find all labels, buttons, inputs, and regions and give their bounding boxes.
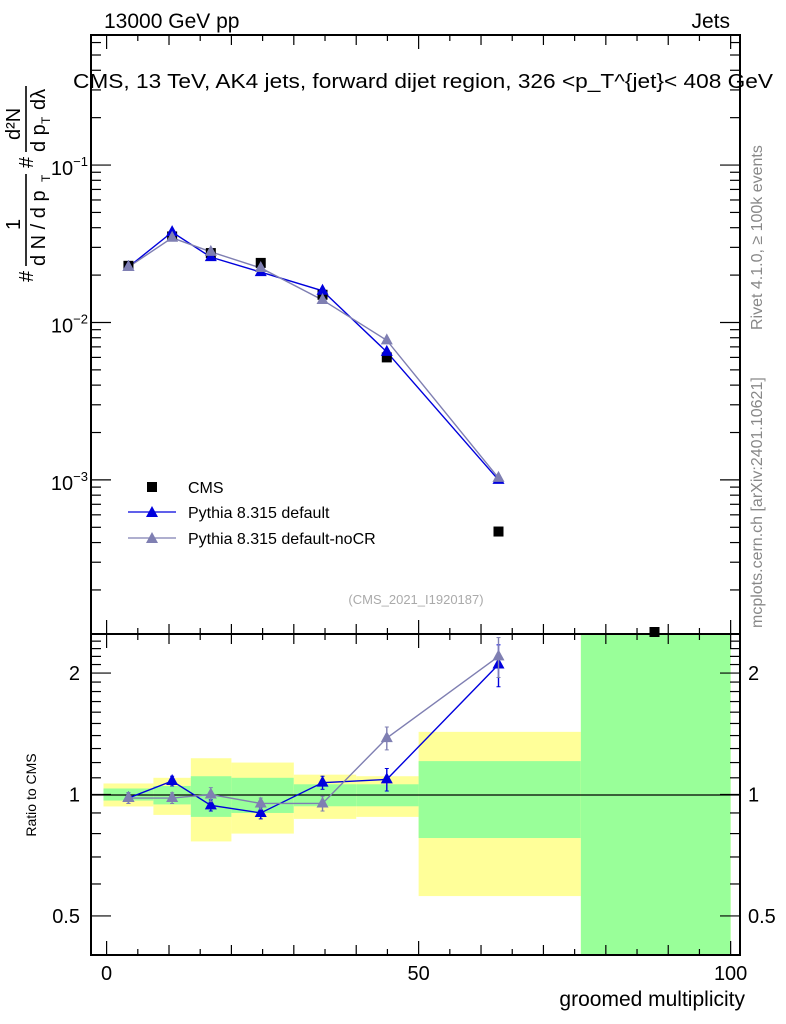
y-tick-label: 10−2 xyxy=(51,311,88,337)
band-inner xyxy=(418,761,581,839)
default-point xyxy=(316,283,329,295)
header-left: 13000 GeV pp xyxy=(104,10,239,33)
ratio-point xyxy=(204,787,217,799)
nocr-point xyxy=(316,292,329,304)
x-axis-label: groomed multiplicity xyxy=(559,988,745,1011)
x-tick-label: 0 xyxy=(101,963,112,985)
ratio-point xyxy=(380,772,393,784)
legend-cms-marker xyxy=(147,482,157,492)
svg-text:1: 1 xyxy=(3,219,25,230)
axis-ticks xyxy=(91,35,740,956)
y-tick-label: 10−1 xyxy=(51,154,88,180)
ratio-point xyxy=(166,791,179,803)
y-tick-label: 10−3 xyxy=(51,469,88,495)
y-axis-label: # 1 d N / d p T # d²N d p T dλ xyxy=(3,86,53,282)
ratio-y-label: Ratio to CMS xyxy=(23,753,39,836)
mcplots-label: mcplots.cern.ch [arXiv:2401.10621] xyxy=(749,377,766,628)
legend-default-marker xyxy=(146,506,158,517)
svg-text:#: # xyxy=(16,156,38,168)
legend-nocr-marker xyxy=(146,532,158,543)
default-point xyxy=(380,344,393,356)
ratio-point xyxy=(492,649,505,661)
nocr-point xyxy=(254,260,267,272)
x-tick-label: 100 xyxy=(714,963,747,985)
ratio-point xyxy=(166,774,179,786)
ratio-frame xyxy=(90,633,741,956)
ratio-point xyxy=(254,796,267,808)
cms-point xyxy=(381,352,392,363)
svg-text:T: T xyxy=(39,116,53,124)
ratio-point xyxy=(380,731,393,743)
svg-text:T: T xyxy=(39,174,53,182)
ratio-tick-label-right: 1 xyxy=(748,785,759,807)
ratio-point xyxy=(316,775,329,787)
series-line xyxy=(128,231,500,481)
tick-labels: 0 50 100 10−1 10−2 10−3 0.5 0.5 1 1 2 2 xyxy=(51,154,776,985)
legend-nocr-label: Pythia 8.315 default-noCR xyxy=(188,531,376,548)
header-right: Jets xyxy=(691,10,730,33)
legend-cms-label: CMS xyxy=(188,480,224,497)
nocr-point xyxy=(204,244,217,256)
cms-point xyxy=(649,627,660,637)
ratio-tick-label-left: 1 xyxy=(69,785,80,807)
series-line xyxy=(128,237,500,479)
legend-default-label: Pythia 8.315 default xyxy=(188,505,330,522)
ratio-tick-label-left: 2 xyxy=(69,663,80,685)
svg-text:d p: d p xyxy=(28,124,50,152)
ratio-point xyxy=(204,798,217,810)
svg-text:d²N: d²N xyxy=(3,108,25,140)
nocr-point xyxy=(122,260,135,272)
watermark: (CMS_2021_I1920187) xyxy=(348,592,483,607)
nocr-point xyxy=(166,230,179,242)
rivet-label: Rivet 4.1.0, ≥ 100k events xyxy=(749,145,766,330)
nocr-point xyxy=(492,470,505,482)
plot-title: CMS, 13 TeV, AK4 jets, forward dijet reg… xyxy=(73,71,774,93)
ratio-point xyxy=(254,805,267,817)
default-point xyxy=(166,225,179,237)
cms-point xyxy=(493,526,504,537)
nocr-point xyxy=(380,333,393,345)
legend: CMS Pythia 8.315 default Pythia 8.315 de… xyxy=(128,480,376,548)
ratio-point xyxy=(122,791,135,803)
ratio-tick-label-left: 0.5 xyxy=(52,906,80,928)
svg-text:dλ: dλ xyxy=(28,89,50,110)
svg-text:d N / d p: d N / d p xyxy=(28,190,50,266)
svg-text:#: # xyxy=(16,270,38,282)
x-tick-label: 50 xyxy=(407,963,429,985)
ratio-tick-label-right: 0.5 xyxy=(748,906,776,928)
data-marks xyxy=(122,225,660,820)
ratio-tick-label-right: 2 xyxy=(748,663,759,685)
ratio-point xyxy=(316,796,329,808)
